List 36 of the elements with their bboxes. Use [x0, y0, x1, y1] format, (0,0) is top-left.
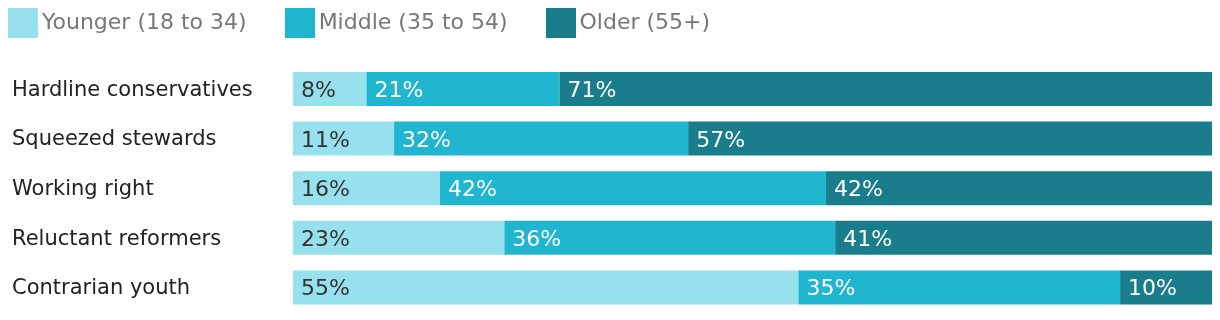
bar: [688, 121, 1212, 156]
bar: [559, 72, 1212, 106]
data-label: 41%: [843, 225, 893, 251]
legend-label: Older (55+): [579, 9, 711, 34]
data-label: 21%: [374, 77, 424, 102]
y-tick-label: Reluctant reformers: [12, 225, 222, 250]
data-label: 57%: [696, 126, 746, 152]
legend-label: Middle (35 to 54): [318, 9, 508, 34]
data-label: 35%: [806, 275, 856, 301]
data-label: 42%: [448, 176, 497, 202]
data-label: 23%: [301, 225, 350, 251]
bar: [293, 171, 441, 206]
data-label: 71%: [567, 77, 617, 102]
bar: [293, 270, 799, 305]
data-label: 8%: [301, 77, 336, 102]
bar: [798, 270, 1121, 305]
data-label: 42%: [834, 176, 883, 202]
data-label: 55%: [301, 275, 350, 301]
y-tick-label: Contrarian youth: [12, 275, 191, 300]
data-label: 36%: [512, 225, 562, 251]
bar: [293, 220, 505, 255]
data-label: 11%: [301, 126, 350, 152]
bar: [504, 220, 836, 255]
y-tick-label: Working right: [12, 176, 154, 200]
legend-label: Younger (18 to 34): [42, 9, 247, 34]
bar: [835, 220, 1212, 255]
data-label: 32%: [402, 126, 451, 152]
bar: [394, 121, 689, 156]
bar: [440, 171, 827, 206]
y-tick-label: Hardline conservatives: [12, 76, 253, 101]
data-label: 10%: [1128, 275, 1178, 301]
data-label: 16%: [301, 176, 350, 202]
bar: [826, 171, 1212, 206]
bar: [366, 72, 560, 106]
bar: [293, 121, 395, 156]
y-tick-label: Squeezed stewards: [12, 126, 217, 151]
